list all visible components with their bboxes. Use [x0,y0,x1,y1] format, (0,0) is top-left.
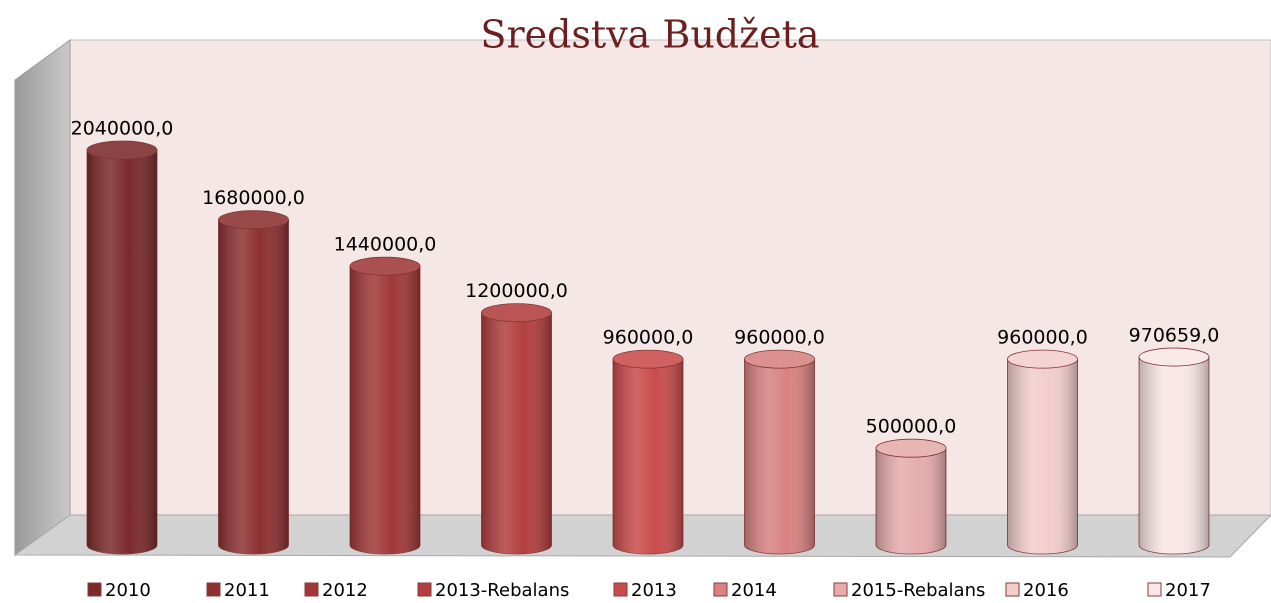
chart-title: Sredstva Budžeta [480,13,819,57]
data-label: 960000,0 [734,327,825,349]
cylinder-top-highlight [876,439,946,458]
cylinder-shade [350,266,420,554]
cylinder-top-highlight [481,303,552,322]
legend-label: 2017 [1165,580,1211,601]
legend-label: 2016 [1023,580,1069,601]
legend-swatch [833,582,848,597]
cylinder-top-highlight [350,257,420,276]
cylinder-top [744,349,815,369]
cylinder-top-highlight [1139,348,1209,367]
data-label: 500000,0 [866,416,957,438]
data-label: 970659,0 [1129,325,1220,347]
legend-label: 2013 [631,580,677,601]
legend-swatch [1147,582,1162,597]
legend-swatch [87,582,102,597]
legend-swatch [613,582,628,597]
data-label: 1200000,0 [465,280,568,302]
cylinder-shade [613,359,683,554]
cylinder-top [349,256,421,276]
side-wall [14,39,71,556]
legend-swatch [417,582,432,597]
cylinder-top-highlight [218,210,289,229]
legend-label: 2014 [731,580,777,601]
legend-label: 2012 [322,580,368,601]
cylinder-top-highlight [744,350,815,369]
cylinder-top-highlight [1007,350,1078,369]
cylinder-top [1138,347,1210,367]
cylinder-top-highlight [87,141,157,159]
legend-swatch [304,582,319,597]
cylinder-top-highlight [613,350,683,369]
legend-label: 2010 [105,580,151,601]
legend-swatch [713,582,728,597]
cylinder-top [875,438,947,458]
cylinder-top [1007,349,1078,369]
legend-label: 2015-Rebalans [851,580,985,601]
data-label: 2040000,0 [71,118,174,140]
cylinder-shade [1139,357,1209,554]
data-label: 1440000,0 [334,234,437,256]
cylinder-top [481,303,552,323]
cylinder-top [86,140,158,160]
cylinder-shade [744,359,815,554]
legend-label: 2011 [224,580,270,601]
data-label: 960000,0 [997,327,1088,349]
data-label: 1680000,0 [202,187,305,209]
legend-swatch [1005,582,1020,597]
cylinder-top [612,349,684,369]
cylinder-shade [1007,359,1078,554]
data-label: 960000,0 [603,327,694,349]
cylinder-shade [87,150,157,554]
legend-swatch [206,582,221,597]
cylinder-shade [876,448,946,554]
cylinder-shade [481,312,552,554]
cylinder-top [218,210,289,230]
legend-label: 2013-Rebalans [435,580,569,601]
cylinder-shade [218,219,289,555]
